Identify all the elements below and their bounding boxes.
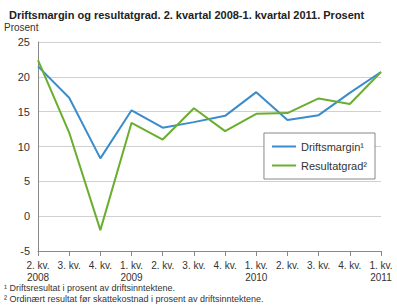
svg-text:15: 15	[18, 106, 30, 118]
svg-text:3. kv.: 3. kv.	[182, 260, 205, 271]
svg-text:5: 5	[24, 175, 30, 187]
svg-text:2. kv.: 2. kv.	[276, 260, 299, 271]
svg-text:25: 25	[18, 36, 30, 48]
svg-text:Prosent: Prosent	[4, 22, 39, 33]
svg-text:2008: 2008	[27, 272, 50, 283]
svg-text:2009: 2009	[120, 272, 143, 283]
svg-text:10: 10	[18, 141, 30, 153]
svg-text:2. kv.: 2. kv.	[26, 260, 49, 271]
svg-text:3. kv.: 3. kv.	[58, 260, 81, 271]
svg-text:¹ Driftsresultat i prosent av: ¹ Driftsresultat i prosent av driftsinnt…	[4, 283, 175, 293]
svg-text:4. kv.: 4. kv.	[338, 260, 361, 271]
svg-text:20: 20	[18, 71, 30, 83]
svg-text:1. kv.: 1. kv.	[245, 260, 268, 271]
svg-text:Driftsmargin¹: Driftsmargin¹	[301, 141, 364, 153]
svg-text:0: 0	[24, 210, 30, 222]
svg-text:4. kv.: 4. kv.	[89, 260, 112, 271]
svg-text:-5: -5	[20, 245, 30, 257]
svg-text:3. kv.: 3. kv.	[307, 260, 330, 271]
svg-text:2. kv.: 2. kv.	[151, 260, 174, 271]
svg-text:2010: 2010	[245, 272, 268, 283]
svg-text:2011: 2011	[370, 272, 392, 283]
svg-text:1. kv.: 1. kv.	[369, 260, 392, 271]
svg-text:1. kv.: 1. kv.	[120, 260, 143, 271]
svg-text:Resultatgrad²: Resultatgrad²	[301, 160, 367, 172]
svg-text:4. kv.: 4. kv.	[214, 260, 237, 271]
svg-text:² Ordinært resultat før skatte: ² Ordinært resultat før skattekostnad i …	[4, 294, 264, 304]
svg-text:Driftsmargin og resultatgrad.: Driftsmargin og resultatgrad. 2. kvartal…	[9, 9, 365, 21]
